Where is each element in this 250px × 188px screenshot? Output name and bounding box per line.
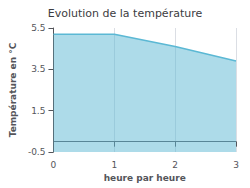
svg-text:-0.5: -0.5 [28,147,46,157]
svg-text:heure par heure: heure par heure [104,173,186,183]
svg-text:1: 1 [111,160,117,170]
svg-text:Température en °C: Température en °C [8,42,18,137]
svg-text:3: 3 [233,160,239,170]
svg-text:0: 0 [51,160,57,170]
svg-text:2: 2 [172,160,178,170]
svg-text:1.5: 1.5 [31,106,45,116]
svg-text:3.5: 3.5 [31,64,45,74]
svg-text:Evolution de la température: Evolution de la température [48,7,203,20]
svg-text:5.5: 5.5 [31,23,45,33]
